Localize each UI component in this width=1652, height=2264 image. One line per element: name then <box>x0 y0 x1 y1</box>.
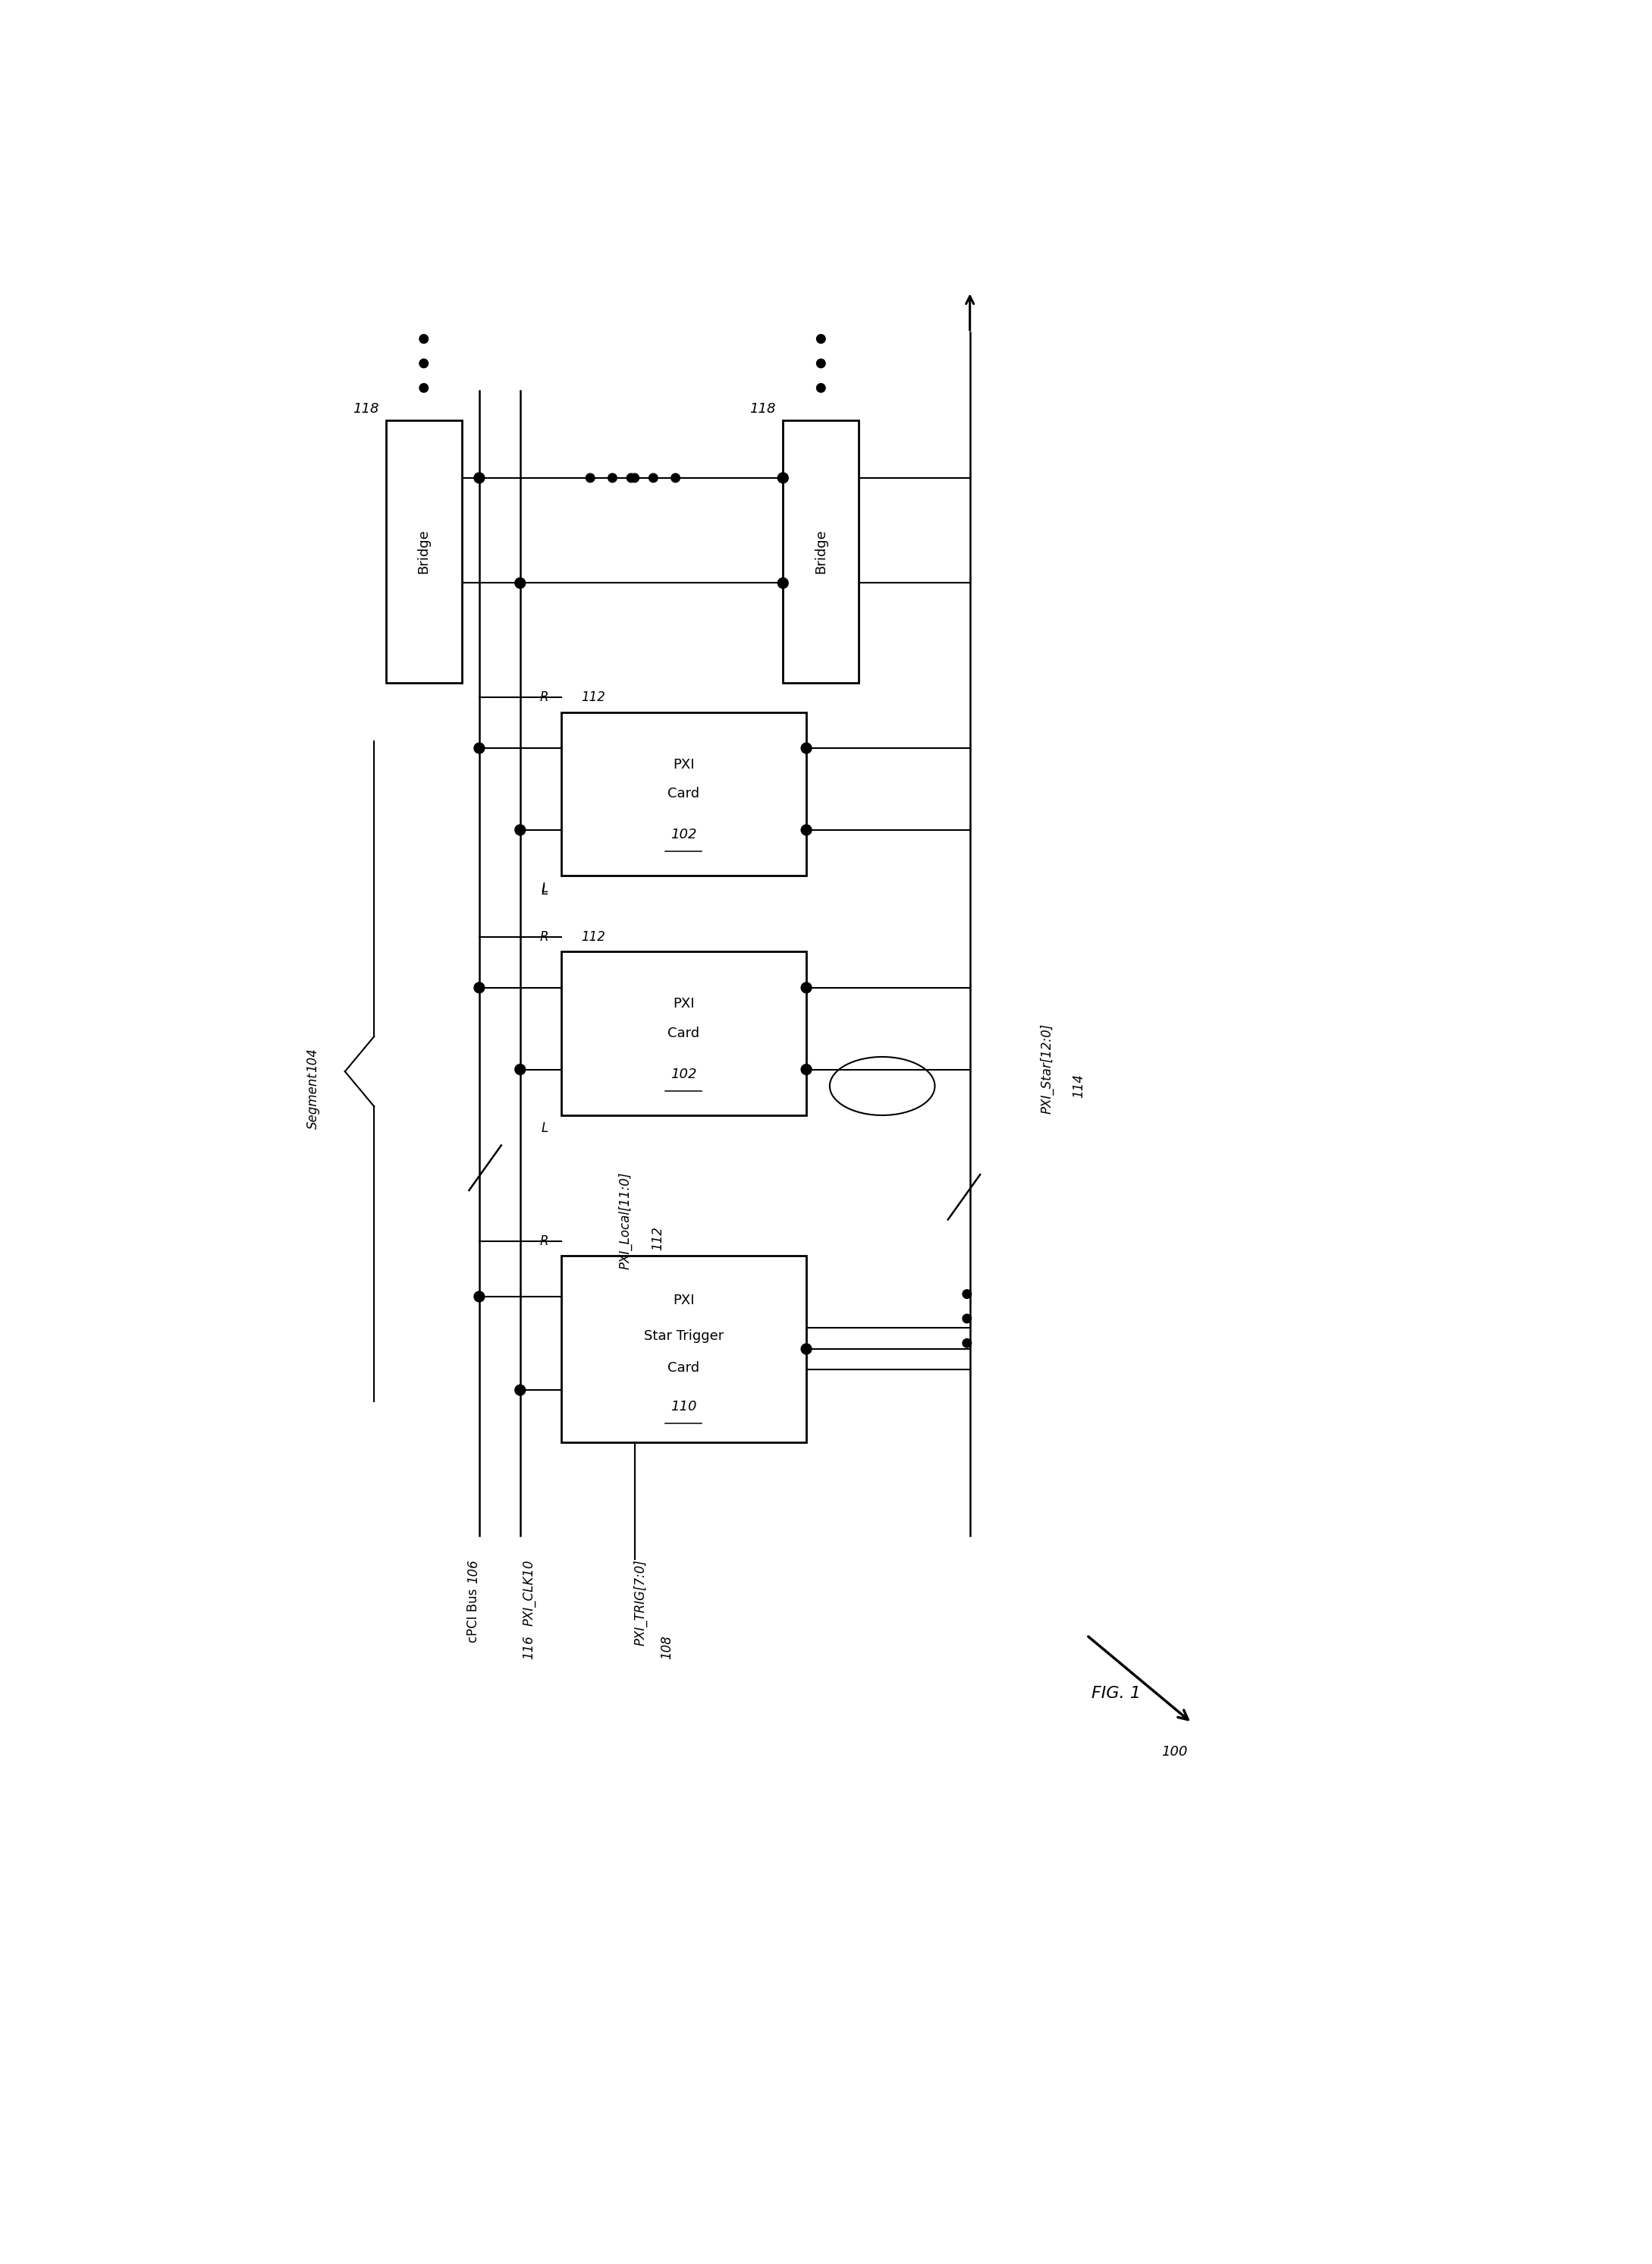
Text: 114: 114 <box>1072 1073 1085 1098</box>
Circle shape <box>631 473 639 482</box>
Circle shape <box>816 360 826 367</box>
Bar <box>562 951 806 1116</box>
Text: L: L <box>542 1121 548 1134</box>
Bar <box>562 1257 806 1442</box>
Text: 118: 118 <box>352 401 378 414</box>
Circle shape <box>816 335 826 344</box>
Text: FIG. 1: FIG. 1 <box>1092 1687 1140 1700</box>
Text: 112: 112 <box>582 691 606 704</box>
Bar <box>783 421 859 684</box>
Text: PXI: PXI <box>672 996 694 1010</box>
Text: L: L <box>542 881 548 897</box>
Circle shape <box>515 1064 525 1075</box>
Circle shape <box>608 473 616 482</box>
Circle shape <box>801 743 811 754</box>
Text: Segment: Segment <box>306 1073 320 1130</box>
Text: 112: 112 <box>582 931 606 944</box>
Text: Card: Card <box>667 1026 700 1041</box>
Text: 102: 102 <box>671 829 697 842</box>
Text: 110: 110 <box>671 1399 697 1413</box>
Circle shape <box>801 824 811 835</box>
Text: PXI: PXI <box>672 758 694 772</box>
Circle shape <box>474 1290 484 1302</box>
Text: Card: Card <box>667 1361 700 1374</box>
Text: Bridge: Bridge <box>416 530 431 573</box>
Text: 118: 118 <box>750 401 776 414</box>
Text: PXI: PXI <box>672 1293 694 1306</box>
Circle shape <box>801 1345 811 1354</box>
Text: PXI_Local[11:0]: PXI_Local[11:0] <box>618 1173 633 1270</box>
Circle shape <box>801 1064 811 1075</box>
Circle shape <box>963 1313 971 1322</box>
Circle shape <box>474 983 484 994</box>
Text: 116: 116 <box>522 1635 535 1660</box>
Circle shape <box>963 1290 971 1300</box>
Text: R: R <box>540 691 548 704</box>
Circle shape <box>649 473 657 482</box>
Text: PXI_Star[12:0]: PXI_Star[12:0] <box>1041 1023 1054 1114</box>
Text: 102: 102 <box>671 1069 697 1082</box>
Text: 108: 108 <box>659 1635 674 1660</box>
Circle shape <box>420 360 428 367</box>
Circle shape <box>626 473 636 482</box>
Circle shape <box>963 1338 971 1347</box>
Circle shape <box>515 1386 525 1395</box>
Circle shape <box>474 743 484 754</box>
Text: 112: 112 <box>651 1225 664 1250</box>
Circle shape <box>801 983 811 994</box>
Text: R: R <box>540 931 548 944</box>
Text: Bridge: Bridge <box>814 530 828 573</box>
Circle shape <box>778 473 788 482</box>
Bar <box>562 713 806 876</box>
Text: L: L <box>542 883 548 897</box>
Circle shape <box>474 473 484 482</box>
Text: cPCI Bus: cPCI Bus <box>466 1589 481 1644</box>
Text: 106: 106 <box>466 1560 481 1583</box>
Circle shape <box>420 335 428 344</box>
Text: 100: 100 <box>1161 1746 1188 1759</box>
Circle shape <box>671 473 681 482</box>
Circle shape <box>816 383 826 392</box>
Text: Star Trigger: Star Trigger <box>644 1329 724 1343</box>
Text: 104: 104 <box>306 1048 320 1071</box>
Circle shape <box>420 383 428 392</box>
Circle shape <box>515 824 525 835</box>
Text: PXI_CLK10: PXI_CLK10 <box>522 1560 535 1626</box>
Text: PXI_TRIG[7:0]: PXI_TRIG[7:0] <box>634 1560 648 1646</box>
Circle shape <box>778 577 788 589</box>
Bar <box>387 421 463 684</box>
Circle shape <box>586 473 595 482</box>
Text: R: R <box>540 1234 548 1247</box>
Circle shape <box>515 577 525 589</box>
Text: Card: Card <box>667 788 700 801</box>
